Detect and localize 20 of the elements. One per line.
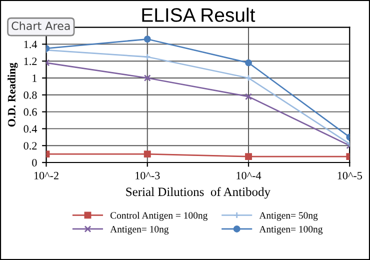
y-tick-label: 1.2 [24,58,37,66]
legend-label: Control Antigen = 100ng [110,212,208,221]
y-tick-label: 0 [32,158,37,166]
y-axis-title: O.D. Reading [8,62,18,127]
x-tick-label: 10^-5 [338,172,362,180]
x-tick-label: 10^-3 [136,172,160,180]
y-tick-label: 0.6 [24,108,37,116]
y-tick-label: 1.4 [24,40,38,48]
legend-label: Antigen= 50ng [259,212,318,221]
x-tick-label: 10^-2 [34,172,58,180]
legend-label: Antigen= 10ng [110,226,169,234]
x-axis-title: Serial Dilutions of Antibody [126,187,270,199]
legend-label: Antigen= 100ng [259,226,323,234]
y-tick-label: 0.8 [24,91,37,99]
x-tick-label: 10^-4 [236,172,262,180]
chart-title: ELISA Result [142,8,256,22]
annotation: Chart Area [12,21,70,30]
y-tick-label: 0.2 [24,142,37,150]
y-tick-label: 0.4 [24,125,38,133]
y-tick-label: 1 [32,74,37,82]
